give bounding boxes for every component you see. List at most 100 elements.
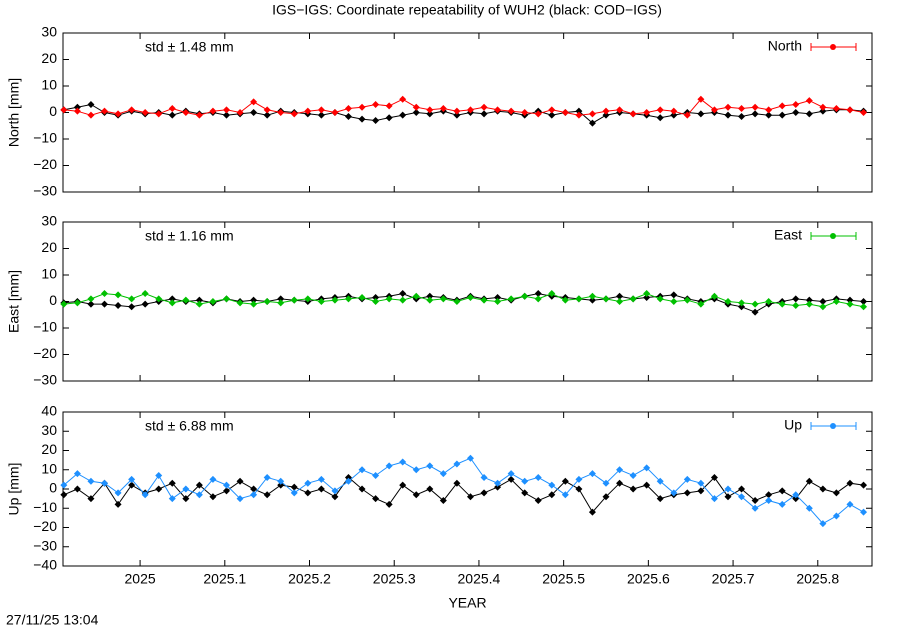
marker xyxy=(412,109,420,116)
marker xyxy=(738,493,746,501)
x-tick-label: 2025.4 xyxy=(458,571,501,587)
marker xyxy=(128,106,136,114)
marker xyxy=(412,466,420,474)
marker xyxy=(209,493,217,501)
marker xyxy=(765,111,773,119)
marker xyxy=(399,95,407,103)
marker xyxy=(548,106,556,114)
marker xyxy=(60,106,68,114)
y-tick-label: −30 xyxy=(33,537,57,553)
marker xyxy=(426,485,434,493)
marker xyxy=(331,493,339,501)
marker xyxy=(128,475,136,483)
marker xyxy=(358,103,366,111)
marker xyxy=(87,111,95,119)
y-tick-label: −10 xyxy=(33,499,57,515)
marker xyxy=(846,296,854,304)
marker xyxy=(575,107,583,115)
y-tick-label: 30 xyxy=(41,24,57,40)
marker xyxy=(73,485,81,493)
marker xyxy=(250,491,258,499)
marker xyxy=(73,470,81,478)
marker xyxy=(832,489,840,497)
marker xyxy=(236,495,244,503)
marker xyxy=(724,493,732,501)
marker xyxy=(494,106,502,114)
marker xyxy=(141,300,149,308)
marker xyxy=(399,458,407,466)
marker xyxy=(426,292,434,300)
marker xyxy=(222,487,230,495)
marker xyxy=(521,292,529,300)
marker xyxy=(588,119,596,127)
marker xyxy=(846,106,854,114)
marker xyxy=(724,485,732,493)
marker xyxy=(426,296,434,304)
marker xyxy=(263,491,271,499)
marker xyxy=(426,110,434,118)
marker xyxy=(548,481,556,489)
x-tick-label: 2025.7 xyxy=(712,571,755,587)
marker xyxy=(534,110,542,118)
marker xyxy=(588,508,596,516)
marker xyxy=(778,300,786,308)
marker xyxy=(331,109,339,116)
legend-symbol xyxy=(830,233,836,239)
marker xyxy=(412,103,420,111)
marker xyxy=(277,109,285,116)
marker xyxy=(629,485,637,493)
marker xyxy=(602,111,610,119)
legend-label: North xyxy=(768,38,802,54)
marker xyxy=(778,500,786,508)
y-tick-label: −20 xyxy=(33,518,57,534)
marker xyxy=(588,110,596,118)
marker xyxy=(141,491,149,499)
marker xyxy=(168,295,176,303)
marker xyxy=(805,110,813,118)
legend-symbol xyxy=(830,423,836,429)
marker xyxy=(860,508,868,516)
marker xyxy=(480,473,488,481)
y-tick-label: −40 xyxy=(33,557,57,573)
marker xyxy=(168,111,176,119)
marker xyxy=(331,487,339,495)
y-tick-label: 40 xyxy=(41,403,57,419)
marker xyxy=(643,290,651,298)
marker xyxy=(466,454,474,462)
marker xyxy=(399,296,407,304)
marker xyxy=(670,107,678,115)
x-tick-label: 2025.3 xyxy=(373,571,416,587)
marker xyxy=(385,462,393,470)
marker xyxy=(466,493,474,501)
marker xyxy=(317,106,325,114)
marker xyxy=(453,460,461,468)
marker xyxy=(819,298,827,305)
y-tick-label: 10 xyxy=(41,266,57,282)
marker xyxy=(87,300,95,308)
marker xyxy=(602,479,610,487)
marker xyxy=(250,300,258,308)
marker xyxy=(114,110,122,118)
marker xyxy=(751,300,759,308)
marker xyxy=(765,106,773,114)
marker xyxy=(548,290,556,298)
marker xyxy=(277,295,285,303)
marker xyxy=(73,299,81,307)
marker xyxy=(819,485,827,493)
marker xyxy=(385,295,393,303)
marker xyxy=(439,105,447,113)
marker xyxy=(358,294,366,302)
marker xyxy=(738,105,746,113)
marker xyxy=(534,497,542,505)
legend-symbol xyxy=(830,44,836,50)
marker xyxy=(805,504,813,512)
marker xyxy=(480,489,488,497)
y-tick-label: 0 xyxy=(49,292,57,308)
marker xyxy=(494,294,502,302)
marker xyxy=(372,101,380,109)
marker xyxy=(372,294,380,302)
marker xyxy=(765,491,773,499)
y-tick-label: −10 xyxy=(33,319,57,335)
marker xyxy=(697,110,705,118)
marker xyxy=(101,300,109,308)
